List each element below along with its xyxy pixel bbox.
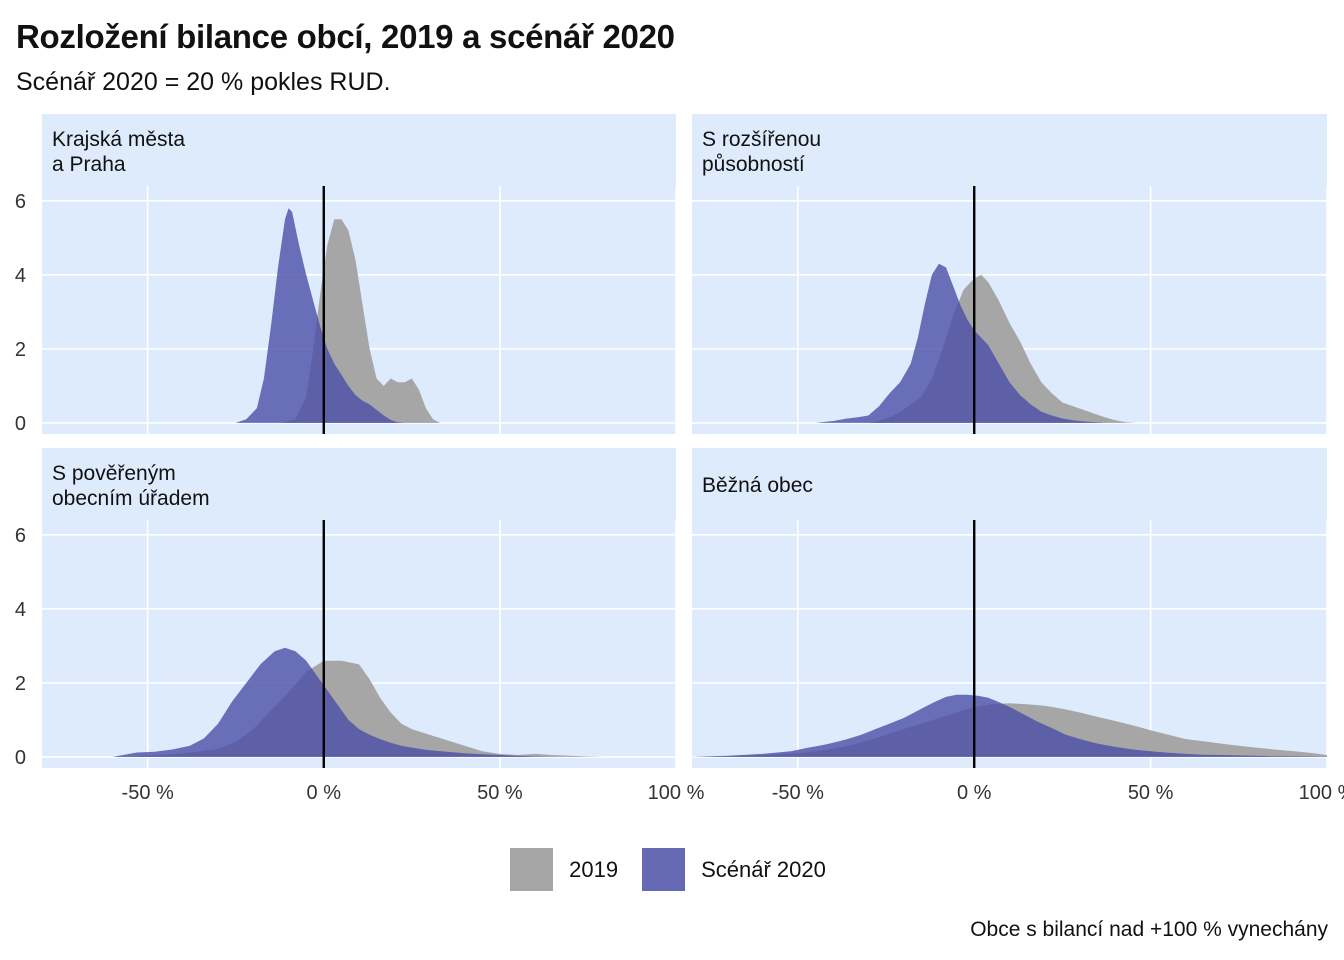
density-area-scenario-2020 (815, 263, 1105, 423)
legend-item-scenario-2020: Scénář 2020 (642, 848, 834, 891)
facet-label: Krajská města (52, 128, 185, 151)
y-tick-label: 6 (15, 191, 26, 213)
x-tick-label: -50 % (772, 782, 824, 804)
y-tick-label: 4 (15, 599, 26, 621)
y-tick-label: 0 (15, 747, 26, 769)
density-area-scenario-2020 (235, 208, 405, 423)
x-tick-label: -50 % (122, 782, 174, 804)
facet-label: působností (702, 153, 805, 176)
chart-subtitle: Scénář 2020 = 20 % pokles RUD. (16, 68, 391, 96)
facet-label: S rozšířenou (702, 128, 821, 151)
facet-label: Běžná obec (702, 474, 813, 497)
density-area-scenario-2020 (692, 694, 1327, 757)
legend-label-2019: 2019 (569, 856, 619, 882)
legend-item-2019: 2019 (510, 848, 626, 891)
y-tick-label: 4 (15, 265, 26, 287)
chart-caption: Obce s bilancí nad +100 % vynechány (970, 918, 1328, 941)
legend-label-scenario-2020: Scénář 2020 (701, 856, 826, 882)
legend: 2019 Scénář 2020 (0, 848, 1344, 891)
x-tick-label: 100 % (648, 782, 705, 804)
x-tick-label: 50 % (477, 782, 523, 804)
x-tick-label: 0 % (957, 782, 992, 804)
x-tick-label: 50 % (1128, 782, 1174, 804)
density-area-2019 (112, 660, 606, 757)
y-tick-label: 2 (15, 339, 26, 361)
legend-key-2019 (510, 848, 554, 891)
x-tick-label: 100 % (1299, 782, 1344, 804)
x-tick-label: 0 % (307, 782, 342, 804)
facet-label: S pověřeným (52, 462, 176, 485)
y-tick-label: 6 (15, 525, 26, 547)
legend-key-scenario-2020 (642, 848, 686, 891)
y-tick-label: 2 (15, 673, 26, 695)
density-area-scenario-2020 (112, 647, 553, 757)
facet-label: obecním úřadem (52, 487, 210, 510)
y-tick-label: 0 (15, 413, 26, 435)
chart-title: Rozložení bilance obcí, 2019 a scénář 20… (16, 18, 675, 55)
facet-label: a Praha (52, 153, 126, 176)
